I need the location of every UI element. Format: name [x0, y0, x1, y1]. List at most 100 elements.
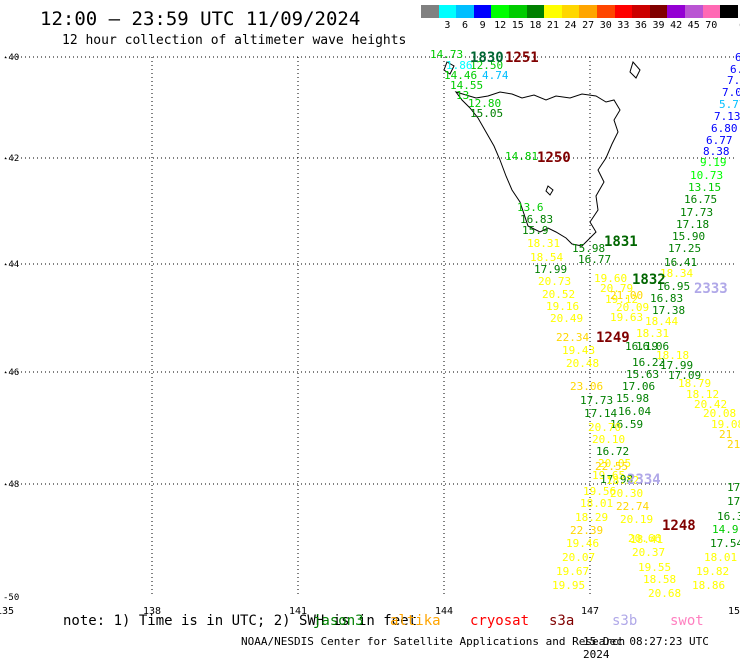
- swh-observation: 17.25: [668, 242, 701, 255]
- lat-tick-label: -48: [3, 480, 19, 490]
- swh-observation: 15.98: [616, 392, 649, 405]
- pass-time-label: 1248: [662, 518, 696, 534]
- colorbar-tick-label: 15: [511, 20, 524, 31]
- swh-observation: 18.41: [630, 533, 663, 546]
- swh-observation: 17.38: [652, 304, 685, 317]
- swh-observation: 16.06: [636, 340, 669, 353]
- swh-observation: 17.73: [580, 394, 613, 407]
- swh-observation: 15.9: [522, 224, 549, 237]
- colorbar-swatch: [596, 5, 615, 18]
- swh-observation: 21: [719, 428, 732, 441]
- colorbar-tick-label: 9: [479, 20, 486, 31]
- colorbar-tick-label: 3: [444, 20, 451, 31]
- colorbar-tick-label: 6: [461, 20, 468, 31]
- swh-observation: 7.0: [727, 74, 740, 87]
- swh-observation: 19.16: [546, 300, 579, 313]
- footer-credit: NOAA/NESDIS Center for Satellite Applica…: [241, 635, 626, 648]
- swh-observation: 20.07: [562, 551, 595, 564]
- swh-observation: 18.31: [636, 327, 669, 340]
- lon-tick-label: 141: [289, 606, 307, 617]
- swh-observation: 18.34: [660, 267, 693, 280]
- colorbar-swatch: [508, 5, 527, 18]
- mission-legend-item: swot: [670, 613, 704, 629]
- colorbar-swatch: [667, 5, 685, 18]
- swh-observation: 14.9: [712, 523, 739, 536]
- page-subtitle: 12 hour collection of altimeter wave hei…: [62, 33, 407, 48]
- colorbar-swatch: [491, 5, 509, 18]
- swh-observation: 12.50: [470, 59, 503, 72]
- swh-observation: 19.56: [583, 485, 616, 498]
- swh-observation: 20.42: [694, 398, 727, 411]
- pass-time-label: 1832: [632, 272, 666, 288]
- swh-observation: 18.01: [704, 551, 737, 564]
- swh-observation: 15.90: [672, 230, 705, 243]
- colorbar-tick-label: 30: [599, 20, 612, 31]
- axis-tick-labels: 135 138 141 144 147 150 -40 -42 -44 -46 -48 -50: [0, 53, 740, 617]
- lon-tick-label: 138: [143, 606, 161, 617]
- swh-observation: 18.12: [686, 388, 719, 401]
- lat-tick-label: -40: [3, 53, 19, 63]
- colorbar-tick-label: 45: [687, 20, 700, 31]
- swh-observation: 20.19: [620, 513, 653, 526]
- swh-observation: 13.6: [517, 201, 544, 214]
- swh-observation: 17.14: [584, 407, 617, 420]
- lon-tick-label: 147: [581, 606, 599, 617]
- swh-observation: 23.06: [570, 380, 603, 393]
- colorbar-tick-label: 33: [617, 20, 630, 31]
- page-title: 12:00 – 23:59 UTC 11/09/2024: [40, 8, 361, 30]
- swh-observation: 15.98: [572, 242, 605, 255]
- swh-observation: 22.55: [595, 460, 628, 473]
- swh-observation: 19.63: [610, 311, 643, 324]
- colorbar-tick-label: 21: [546, 20, 559, 31]
- swh-observation: 17.09: [668, 369, 701, 382]
- swh-observation: 20.68: [648, 587, 681, 600]
- swh-observation: 16.22: [632, 356, 665, 369]
- swh-observation: 17.99: [660, 359, 693, 372]
- swh-observation: 19.65: [592, 469, 625, 482]
- pass-time-label: 2333: [694, 281, 728, 297]
- swh-observation: 7.0: [722, 86, 740, 99]
- colorbar-swatch: [702, 5, 721, 18]
- pass-time-labels: 1830 1251 1250 1831 1832 2333 1249 2334 1248: [470, 50, 728, 534]
- swh-observation: 20.30: [610, 487, 643, 500]
- footer-timestamp: 15 Dec 08:27:23 UTC 2024: [583, 635, 709, 661]
- swh-observation: 20.49: [550, 312, 583, 325]
- swh-observation: 17.06: [622, 380, 655, 393]
- mission-legend-item: s3b: [612, 613, 638, 629]
- swh-observation: 14.55: [450, 79, 483, 92]
- colorbar-swatch: [456, 5, 474, 18]
- lat-tick-label: -44: [3, 260, 19, 270]
- swh-observation: 17.73: [680, 206, 713, 219]
- swh-observation: 13.15: [688, 181, 721, 194]
- swh-observation: 20.79: [600, 282, 633, 295]
- swh-observation: 16.75: [684, 193, 717, 206]
- lon-tick-label: 150: [728, 606, 740, 617]
- swh-observation: 18.54: [530, 251, 563, 264]
- swh-observation: 17.18: [676, 218, 709, 231]
- swh-observation: 6: [735, 51, 740, 64]
- swh-observation: 16.19: [625, 340, 658, 353]
- swh-observation: 19.08: [711, 418, 740, 431]
- colorbar-tick-label: 12: [494, 20, 507, 31]
- lat-tick-label: -42: [3, 154, 19, 164]
- colorbar-tick-label: 24: [564, 20, 577, 31]
- note-text: note: 1) Time is in UTC; 2) SWH is in fe…: [63, 613, 418, 629]
- colorbar-tick-label: 36: [634, 20, 647, 31]
- swh-observation: 17.99: [534, 263, 567, 276]
- swh-observation: 19.95: [552, 579, 585, 592]
- swh-observation: 18.01: [580, 497, 613, 510]
- swh-observation: 20.48: [566, 357, 599, 370]
- mission-legend-item: s3a: [549, 613, 575, 629]
- swh-observation: 19.12: [605, 293, 638, 306]
- swh-observation: 7.13: [714, 110, 740, 123]
- swh-observation: 12.80: [468, 97, 501, 110]
- swh-observation: 17: [727, 495, 740, 508]
- swh-observation: 15.05: [470, 107, 503, 120]
- swh-observation: 18.79: [678, 377, 711, 390]
- colorbar-swatch: [632, 5, 650, 18]
- pass-time-label: 1831: [604, 234, 638, 250]
- lon-tick-label: 144: [435, 606, 453, 617]
- swh-observation: 19.43: [562, 344, 595, 357]
- swh-observation: 22.34: [556, 331, 589, 344]
